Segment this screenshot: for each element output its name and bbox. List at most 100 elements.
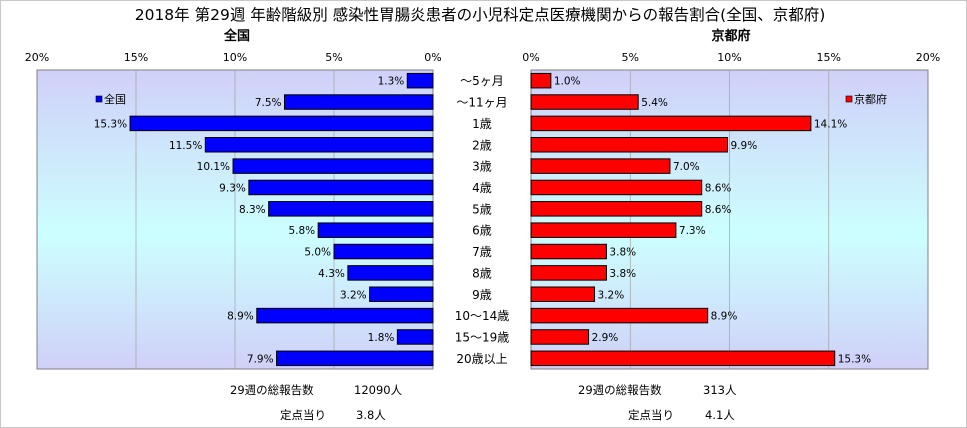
legend-national: 全国 <box>95 92 126 106</box>
category-label: 6歳 <box>472 224 492 238</box>
bar-national <box>232 158 434 174</box>
category-label: 4歳 <box>472 181 492 195</box>
x-tick-label: 20% <box>25 51 49 64</box>
summary-national: 29週の総報告数 12090人 定点当り 3.8人 <box>230 383 403 422</box>
x-tick-label: 20% <box>916 51 940 64</box>
category-label: 15～19歳 <box>455 330 510 344</box>
summary-per-label-national: 定点当り <box>280 408 326 422</box>
data-label-kyoto: 3.8% <box>609 268 636 280</box>
data-label-kyoto: 1.0% <box>554 76 581 88</box>
category-label: 7歳 <box>472 245 492 259</box>
data-label-kyoto: 9.9% <box>731 140 758 152</box>
category-label: 5歳 <box>472 202 492 216</box>
x-tick-label: 5% <box>325 51 342 64</box>
data-label-national: 15.3% <box>94 118 127 130</box>
bar-national <box>248 179 434 196</box>
summary-total-label-kyoto: 29週の総報告数 <box>578 383 662 397</box>
data-label-kyoto: 5.4% <box>641 97 668 109</box>
panel-title-national: 全国 <box>223 28 250 44</box>
legend-swatch-national <box>95 95 103 103</box>
bars-kyoto: 1.0% 5.4% 14.1% 9.9% 7.0% 8.6% 8.6% 7.3% 3.8% 3.8… <box>530 72 871 367</box>
bar-national <box>204 137 434 153</box>
bar-kyoto <box>530 222 677 238</box>
data-label-national: 1.8% <box>368 332 395 344</box>
category-label: 1歳 <box>472 117 492 131</box>
bar-kyoto <box>530 243 607 260</box>
data-label-national: 7.5% <box>255 97 282 109</box>
data-label-kyoto: 15.3% <box>838 353 871 365</box>
data-label-kyoto: 3.2% <box>598 289 625 301</box>
category-label: 8歳 <box>472 266 492 280</box>
legend-swatch-kyoto <box>845 95 853 103</box>
data-label-national: 8.9% <box>227 311 254 323</box>
data-label-national: 11.5% <box>169 140 202 152</box>
category-label: ～5ヶ月 <box>460 74 504 88</box>
bar-kyoto <box>530 137 729 153</box>
bar-kyoto <box>530 158 671 174</box>
category-label: ～11ヶ月 <box>456 96 507 110</box>
category-label: 3歳 <box>472 160 492 174</box>
legend-label-kyoto: 京都府 <box>854 92 887 106</box>
summary-total-value-national: 12090人 <box>354 383 403 397</box>
x-tick-label: 15% <box>124 51 148 64</box>
summary-per-value-national: 3.8人 <box>356 408 386 422</box>
bar-national <box>406 72 434 89</box>
bar-kyoto <box>530 115 812 132</box>
data-label-national: 10.1% <box>197 161 230 173</box>
legend-kyoto: 京都府 <box>845 92 887 106</box>
data-label-kyoto: 8.9% <box>711 311 738 323</box>
bar-kyoto <box>530 350 836 367</box>
data-label-national: 5.8% <box>288 225 315 237</box>
summary-total-label-national: 29週の総報告数 <box>230 383 314 397</box>
category-label: 9歳 <box>472 288 492 302</box>
x-tick-label: 10% <box>223 51 247 64</box>
data-label-kyoto: 14.1% <box>814 118 847 130</box>
category-label: 20歳以上 <box>456 352 507 366</box>
plot-area-kyoto <box>530 69 929 370</box>
chart-title: 2018年 第29週 年齢階級別 感染性胃腸炎患者の小児科定点医療機関からの報告… <box>135 6 826 24</box>
bar-national <box>396 329 434 345</box>
x-tick-label: 5% <box>622 51 639 64</box>
x-tick-label: 0% <box>522 51 539 64</box>
bar-national <box>317 222 434 238</box>
data-label-national: 3.2% <box>340 289 367 301</box>
bar-kyoto <box>530 72 552 89</box>
data-label-national: 5.0% <box>304 247 331 259</box>
category-label: 10～14歳 <box>455 309 510 323</box>
x-tick-label: 10% <box>717 51 741 64</box>
bar-kyoto <box>530 94 639 110</box>
data-label-kyoto: 8.6% <box>705 182 732 194</box>
data-label-national: 9.3% <box>219 182 246 194</box>
bar-kyoto <box>530 329 590 345</box>
data-label-kyoto: 8.6% <box>705 204 732 216</box>
legend-label-national: 全国 <box>104 92 126 106</box>
data-label-national: 7.9% <box>247 353 274 365</box>
bar-kyoto <box>530 286 596 302</box>
data-label-kyoto: 7.0% <box>673 161 700 173</box>
bar-national <box>369 286 434 302</box>
bar-national <box>333 243 434 260</box>
data-label-national: 4.3% <box>318 268 345 280</box>
bar-kyoto <box>530 265 607 281</box>
x-tick-label: 15% <box>817 51 841 64</box>
bar-national <box>284 94 434 110</box>
bar-kyoto <box>530 179 703 196</box>
bar-national <box>268 201 434 217</box>
plot-area-national <box>36 69 434 370</box>
data-label-kyoto: 2.9% <box>592 332 619 344</box>
bar-national <box>256 307 434 324</box>
summary-per-value-kyoto: 4.1人 <box>705 408 735 422</box>
summary-per-label-kyoto: 定点当り <box>628 408 674 422</box>
data-label-kyoto: 7.3% <box>679 225 706 237</box>
bar-kyoto <box>530 307 709 324</box>
bar-national <box>347 265 434 281</box>
summary-total-value-kyoto: 313人 <box>703 383 737 397</box>
panel-title-kyoto: 京都府 <box>711 28 750 44</box>
x-axis-ticks: 20% 15% 10% 5% 0% 0% 5% 10% 15% 20% <box>25 51 940 64</box>
category-label: 2歳 <box>472 138 492 152</box>
data-label-national: 1.3% <box>378 76 405 88</box>
x-tick-label: 0% <box>424 51 441 64</box>
summary-kyoto: 29週の総報告数 313人 定点当り 4.1人 <box>578 383 737 422</box>
category-labels: ～5ヶ月 ～11ヶ月 1歳 2歳 3歳 4歳 5歳 6歳 7歳 8歳 9歳 10～14歳 15～19歳 2… <box>455 74 510 366</box>
